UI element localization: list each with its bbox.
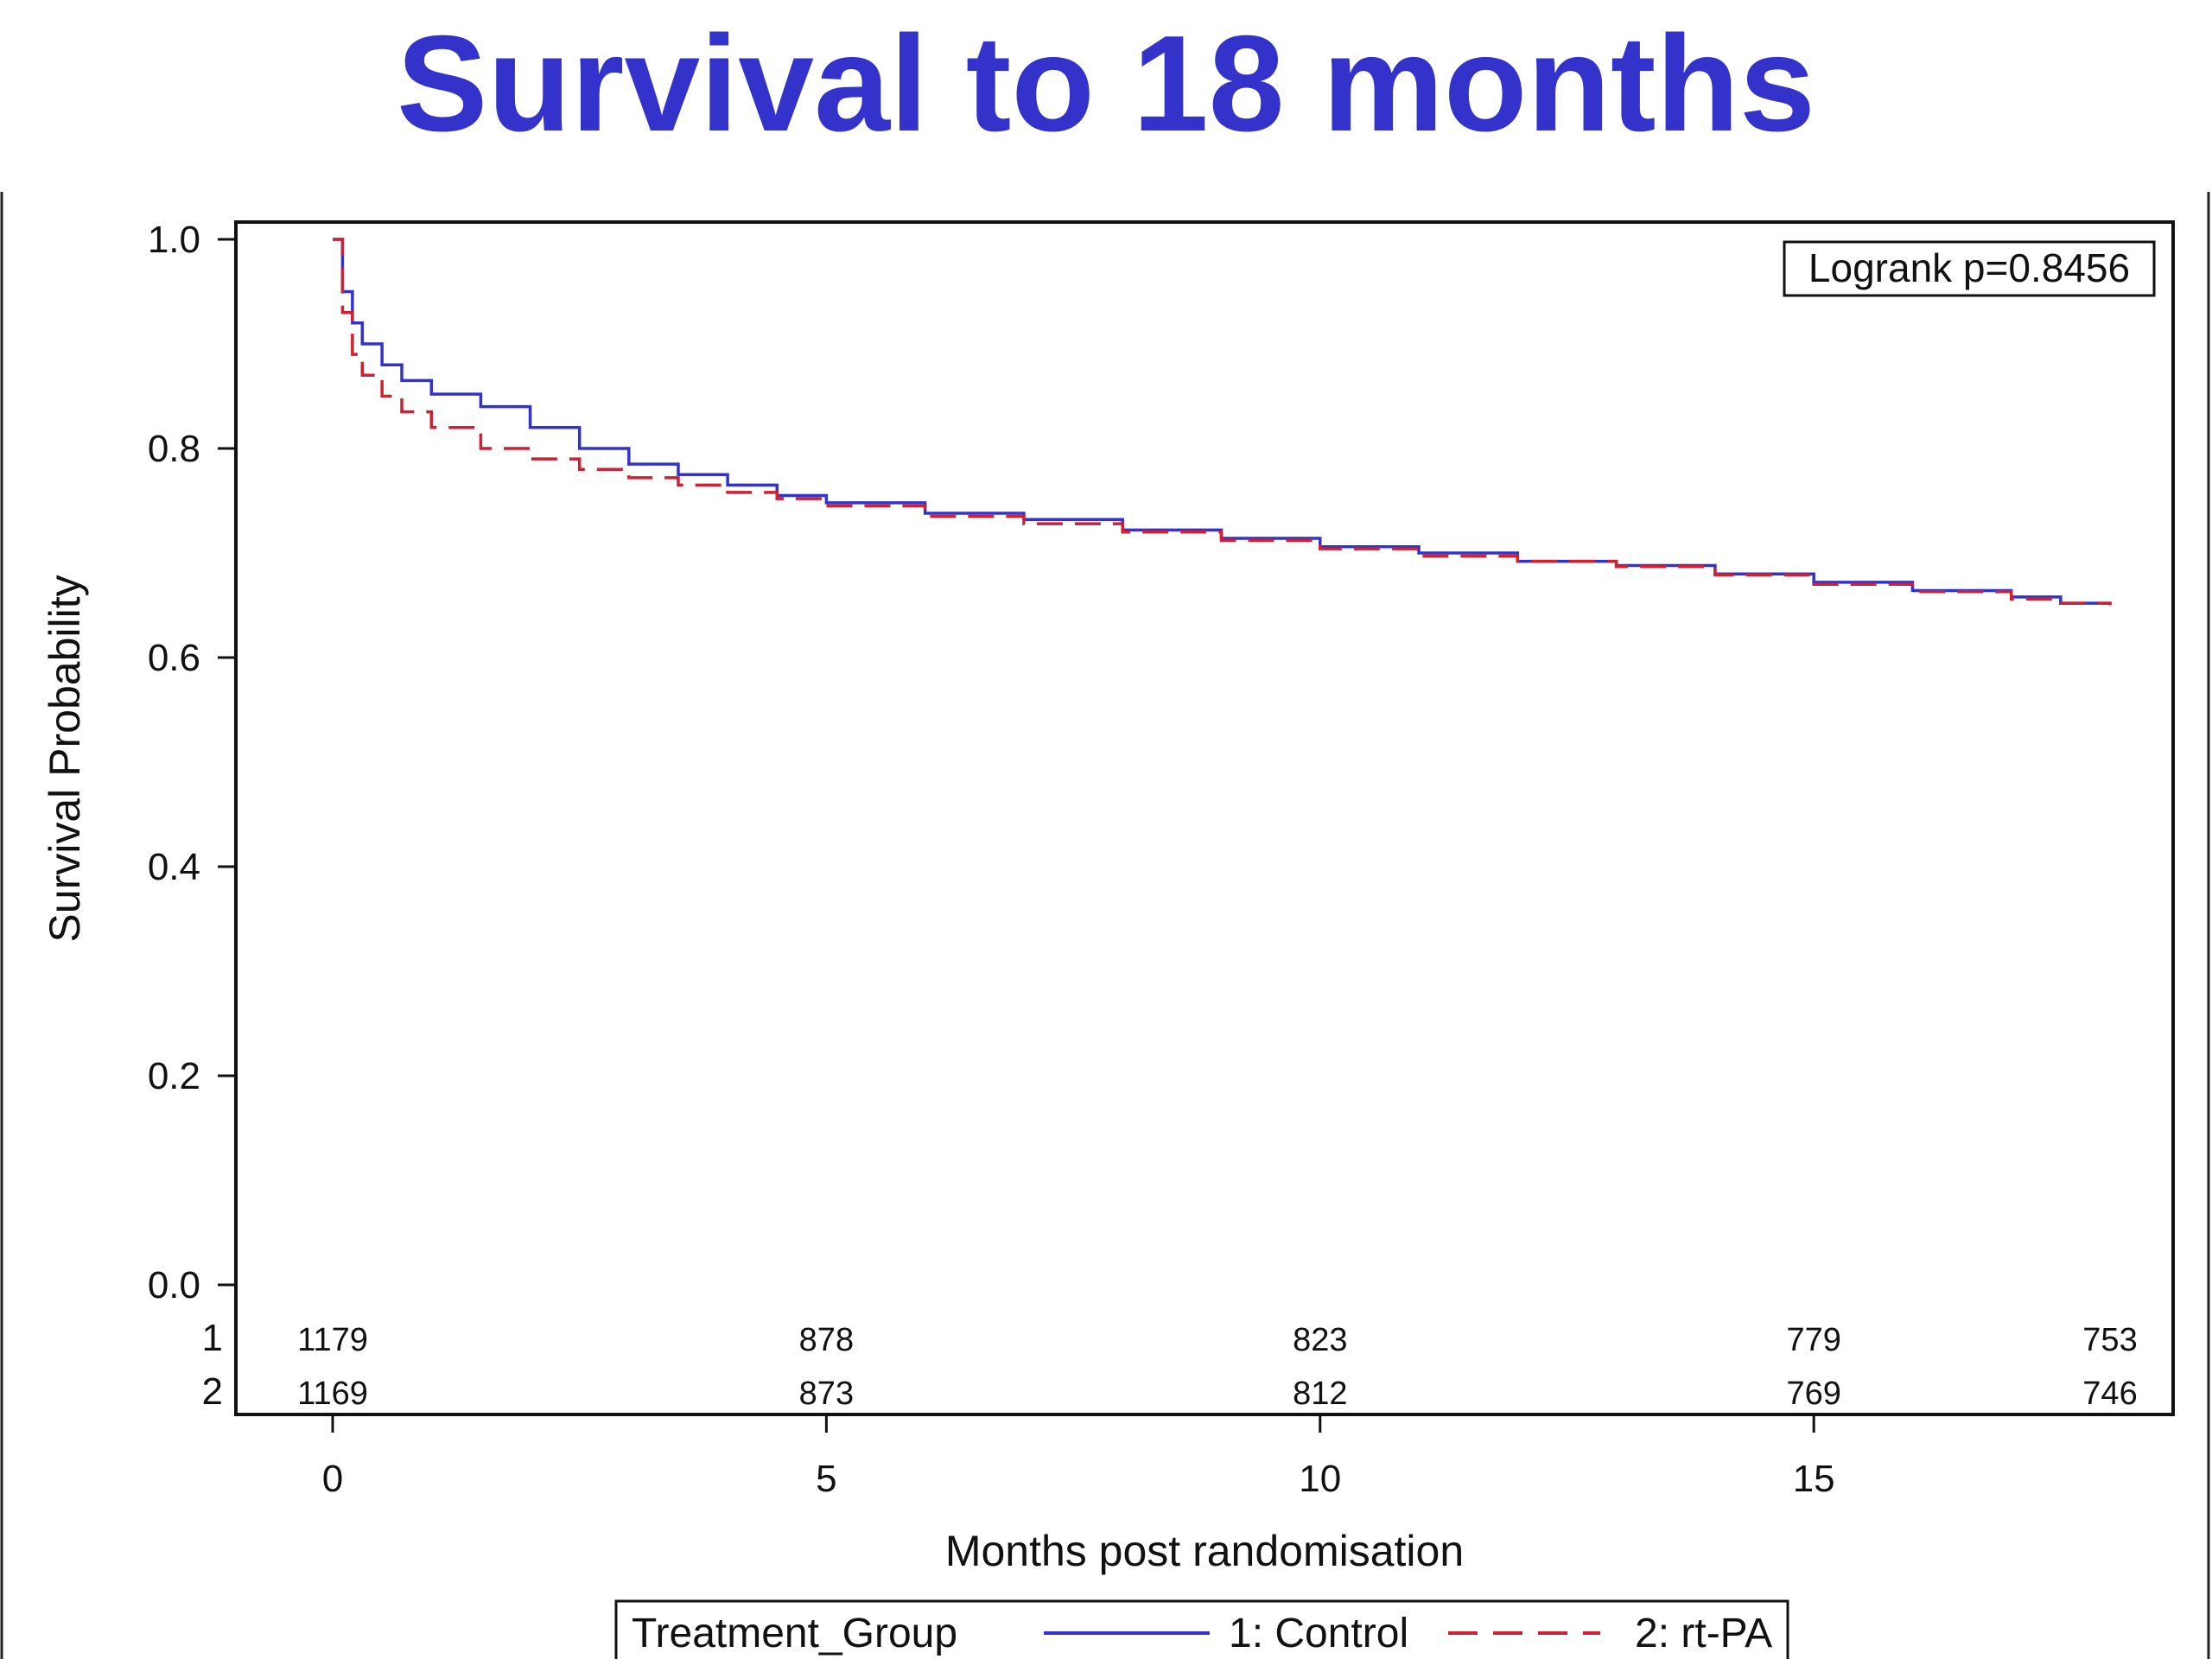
x-tick-label: 15 (1793, 1458, 1835, 1500)
chart-title: Survival to 18 months (397, 8, 1815, 160)
at-risk-count: 873 (799, 1376, 854, 1412)
x-tick-label: 10 (1299, 1458, 1341, 1500)
y-axis: 0.0 0.2 0.4 0.6 0.8 1.0 (148, 219, 236, 1306)
at-risk-count: 746 (2082, 1376, 2137, 1412)
y-tick-label: 0.4 (148, 846, 200, 888)
series-line-control (333, 238, 2112, 606)
series-group (333, 238, 2112, 606)
x-tick-label: 0 (322, 1458, 343, 1500)
at-risk-table: 1 1179 878 823 779 753 2 1169 873 812 769 746 (202, 1317, 2138, 1413)
at-risk-count: 878 (799, 1322, 854, 1358)
logrank-box (1783, 240, 2156, 297)
at-risk-row-label: 1 (202, 1317, 223, 1359)
at-risk-count: 779 (1786, 1322, 1840, 1358)
y-axis-label: Survival Probability (41, 575, 89, 942)
x-tick-label: 5 (816, 1458, 836, 1500)
at-risk-count: 1169 (297, 1376, 368, 1412)
y-tick-label: 0.0 (148, 1264, 200, 1306)
legend-box (614, 1599, 1789, 1659)
legend-title: Treatment_Group (632, 1611, 957, 1656)
x-axis: 0 5 10 15 (322, 1414, 1835, 1500)
x-axis-label: Months post randomisation (945, 1527, 1464, 1575)
at-risk-count: 812 (1293, 1376, 1347, 1412)
y-tick-label: 0.2 (148, 1055, 200, 1097)
at-risk-count: 823 (1293, 1322, 1347, 1358)
y-tick-label: 0.6 (148, 637, 200, 679)
logrank-annotation: Logrank p=0.8456 (1808, 245, 2130, 290)
at-risk-count: 769 (1786, 1376, 1840, 1412)
at-risk-count: 753 (2082, 1322, 2137, 1358)
at-risk-row-label: 2 (202, 1370, 223, 1413)
y-tick-label: 0.8 (148, 428, 200, 470)
legend-label-rtpa: 2: rt-PA (1635, 1611, 1772, 1656)
plot-frame (234, 220, 2175, 1416)
at-risk-count: 1179 (297, 1322, 368, 1358)
legend-label-control: 1: Control (1229, 1611, 1408, 1656)
y-tick-label: 1.0 (148, 219, 200, 261)
series-line-rtpa (333, 238, 2112, 606)
